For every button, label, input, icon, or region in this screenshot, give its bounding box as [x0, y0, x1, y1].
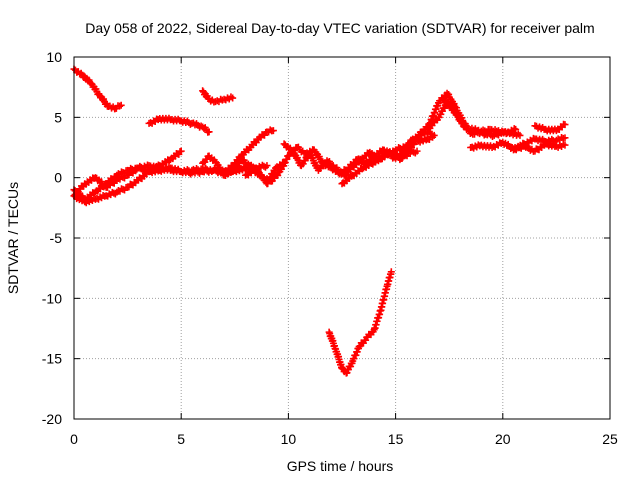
y-axis-label: SDTVAR / TECUs	[5, 182, 21, 294]
y-tick-label: -15	[42, 351, 62, 367]
series-track-2	[199, 87, 237, 106]
x-tick-label: 15	[388, 431, 404, 447]
x-tick-label: 25	[602, 431, 618, 447]
data-point	[561, 121, 569, 129]
data-point	[516, 131, 524, 139]
y-tick-label: 0	[54, 170, 62, 186]
series-track-11	[338, 131, 438, 188]
data-point	[205, 128, 213, 136]
axis-ticks	[73, 56, 611, 420]
series-track-14	[396, 128, 436, 164]
x-tick-label: 0	[70, 431, 78, 447]
data-point	[117, 101, 125, 109]
grid-lines	[74, 57, 610, 419]
y-tick-label: 10	[46, 49, 62, 65]
series-track-18	[325, 268, 395, 377]
y-tick-label: -20	[42, 411, 62, 427]
data-point	[229, 94, 237, 102]
x-tick-label: 10	[281, 431, 297, 447]
series-track-17	[510, 133, 569, 154]
y-tick-label: -10	[42, 290, 62, 306]
series-track-6	[70, 163, 250, 204]
data-point	[263, 162, 271, 170]
series-track-1	[70, 65, 125, 113]
plot-area	[70, 65, 569, 377]
y-tick-label: -5	[50, 230, 63, 246]
chart-title: Day 058 of 2022, Sidereal Day-to-day VTE…	[85, 20, 594, 36]
series-track-8	[220, 126, 277, 176]
series-track-13	[439, 95, 524, 141]
x-tick-labels: 0 5 10 15 20 25	[70, 431, 618, 447]
x-tick-label: 20	[495, 431, 511, 447]
x-axis-label: GPS time / hours	[287, 458, 394, 474]
data-point	[269, 127, 277, 135]
y-tick-labels: -20 -15 -10 -5 0 5 10	[42, 49, 62, 427]
series-track-3	[145, 114, 213, 136]
x-tick-label: 5	[177, 431, 185, 447]
data-point	[413, 147, 421, 155]
data-point	[561, 141, 569, 149]
data-point	[561, 134, 569, 142]
data-point	[428, 130, 436, 138]
data-point	[512, 125, 520, 133]
data-point	[177, 147, 185, 155]
y-tick-label: 5	[54, 109, 62, 125]
series-track-16	[531, 120, 569, 135]
data-point	[387, 268, 395, 276]
